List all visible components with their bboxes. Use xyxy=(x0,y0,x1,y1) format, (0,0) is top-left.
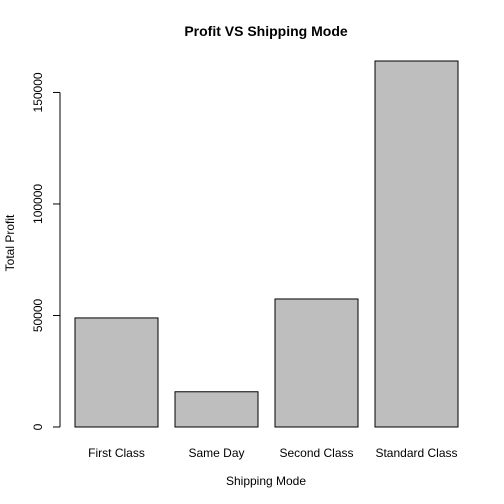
bars-group xyxy=(74,60,459,428)
category-labels: First Class Same Day Second Class Standard … xyxy=(88,446,457,460)
y-axis: 0 50000 100000 150000 xyxy=(31,72,61,430)
y-axis-label: Total Profit xyxy=(3,214,17,271)
bar-standard-class xyxy=(374,60,459,428)
bar-second-class xyxy=(274,298,359,428)
chart-title: Profit VS Shipping Mode xyxy=(184,23,348,39)
x-tick-label: Standard Class xyxy=(375,446,457,460)
x-tick-label: Second Class xyxy=(279,446,353,460)
bar-same-day xyxy=(174,391,259,428)
y-tick-label: 150000 xyxy=(31,72,45,112)
x-tick-label: First Class xyxy=(88,446,145,460)
y-tick-label: 0 xyxy=(31,423,45,430)
x-axis-label: Shipping Mode xyxy=(226,474,306,488)
y-tick-label: 50000 xyxy=(31,298,45,332)
y-tick-label: 100000 xyxy=(31,184,45,224)
x-tick-label: Same Day xyxy=(188,446,244,460)
bar-first-class xyxy=(74,317,159,428)
